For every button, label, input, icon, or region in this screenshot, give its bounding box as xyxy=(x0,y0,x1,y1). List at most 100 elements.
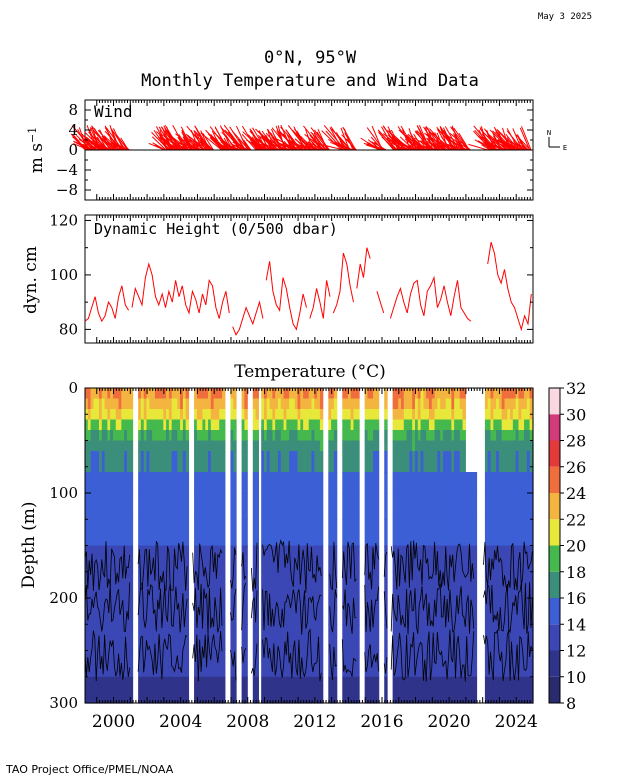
heatmap-cell xyxy=(291,388,296,400)
heatmap-cell xyxy=(244,440,248,452)
heatmap-cell xyxy=(420,451,424,473)
heatmap-cell xyxy=(345,519,349,547)
heatmap-cell xyxy=(98,545,103,573)
heatmap-cell xyxy=(504,519,508,547)
heatmap-cell xyxy=(331,676,335,704)
heatmap-cell xyxy=(177,545,181,573)
heatmap-cell xyxy=(350,545,355,573)
wind-stick xyxy=(411,142,432,151)
heatmap-cell xyxy=(456,419,461,431)
heatmap-cell xyxy=(496,430,500,442)
heatmap-cell xyxy=(526,472,531,494)
heatmap-cell xyxy=(420,472,424,494)
wind-stick xyxy=(434,143,448,151)
heatmap-cell xyxy=(342,676,346,704)
heatmap-cell xyxy=(353,398,357,410)
heatmap-cell xyxy=(510,409,514,421)
heatmap-cell xyxy=(493,545,497,573)
heatmap-cell xyxy=(440,419,444,431)
heatmap-cell xyxy=(375,676,380,704)
heatmap-cell xyxy=(303,472,307,494)
heatmap-cell xyxy=(331,451,335,473)
wind-stick xyxy=(257,142,276,151)
heatmap-cell xyxy=(177,409,181,421)
heatmap-cell xyxy=(182,598,187,625)
heatmap-cell xyxy=(138,650,142,678)
heatmap-cell xyxy=(445,493,450,520)
heatmap-cell xyxy=(121,472,125,494)
heatmap-cell xyxy=(174,409,178,421)
heatmap-cell xyxy=(370,440,374,452)
wind-stick xyxy=(188,139,205,151)
heatmap-cell xyxy=(277,519,282,547)
heatmap-cell xyxy=(512,472,517,494)
heatmap-cell xyxy=(406,398,410,410)
heatmap-cell xyxy=(507,472,511,494)
heatmap-cell xyxy=(255,519,259,547)
heatmap-cell xyxy=(364,451,369,473)
heatmap-cell xyxy=(230,472,234,494)
heatmap-cell xyxy=(194,419,198,431)
heatmap-cell xyxy=(241,650,245,678)
heatmap-cell xyxy=(375,440,380,452)
wind-y-tick-label: 4 xyxy=(68,121,78,139)
heatmap-cell xyxy=(107,493,111,520)
heatmap-cell xyxy=(126,493,131,520)
heatmap-cell xyxy=(428,388,433,400)
wind-stick xyxy=(152,142,166,151)
heatmap-cell xyxy=(345,650,349,678)
heatmap-cell xyxy=(126,430,131,442)
heatmap-cell xyxy=(294,419,299,431)
heatmap-cell xyxy=(473,598,478,625)
heatmap-cell xyxy=(300,388,304,400)
heatmap-cell xyxy=(414,409,419,421)
heatmap-cell xyxy=(129,440,134,452)
heatmap-cell xyxy=(395,624,399,652)
wind-stick xyxy=(486,142,508,151)
heatmap-cell xyxy=(182,545,187,573)
heatmap-cell xyxy=(93,545,97,573)
heatmap-cell xyxy=(319,451,324,473)
heatmap-cell xyxy=(364,440,369,452)
heatmap-cell xyxy=(353,598,357,625)
heatmap-cell xyxy=(459,388,464,400)
heatmap-cell xyxy=(210,409,215,421)
heatmap-cell xyxy=(210,624,215,652)
heatmap-cell xyxy=(149,430,153,442)
heatmap-cell xyxy=(401,598,405,625)
heatmap-cell xyxy=(448,440,452,452)
heatmap-cell xyxy=(171,493,176,520)
heatmap-cell xyxy=(269,624,273,652)
heatmap-cell xyxy=(384,571,388,599)
heatmap-cell xyxy=(417,545,422,573)
heatmap-cell xyxy=(126,440,131,452)
heatmap-cell xyxy=(364,472,369,494)
heatmap-cell xyxy=(261,398,265,410)
heatmap-cell xyxy=(196,624,201,652)
heatmap-cell xyxy=(118,571,122,599)
heatmap-cell xyxy=(210,650,215,678)
heatmap-cell xyxy=(510,493,514,520)
heatmap-cell xyxy=(163,388,167,400)
heatmap-cell xyxy=(252,409,257,421)
heatmap-cell xyxy=(85,419,89,431)
heatmap-cell xyxy=(510,430,514,442)
heatmap-cell xyxy=(364,545,369,573)
heatmap-cell xyxy=(518,440,522,452)
heatmap-cell xyxy=(308,650,313,678)
heatmap-cell xyxy=(342,624,346,652)
heatmap-cell xyxy=(202,624,206,652)
heatmap-cell xyxy=(484,430,489,442)
heatmap-cell xyxy=(442,451,447,473)
heatmap-cell xyxy=(261,451,265,473)
wind-stick xyxy=(445,137,468,151)
wind-stick xyxy=(100,139,121,151)
heatmap-cell xyxy=(401,419,405,431)
heatmap-cell xyxy=(428,398,433,410)
heatmap-cell xyxy=(121,545,125,573)
heatmap-cell xyxy=(182,440,187,452)
heatmap-cell xyxy=(112,624,117,652)
heatmap-cell xyxy=(308,493,313,520)
heatmap-cell xyxy=(244,388,248,400)
heatmap-cell xyxy=(431,398,436,410)
